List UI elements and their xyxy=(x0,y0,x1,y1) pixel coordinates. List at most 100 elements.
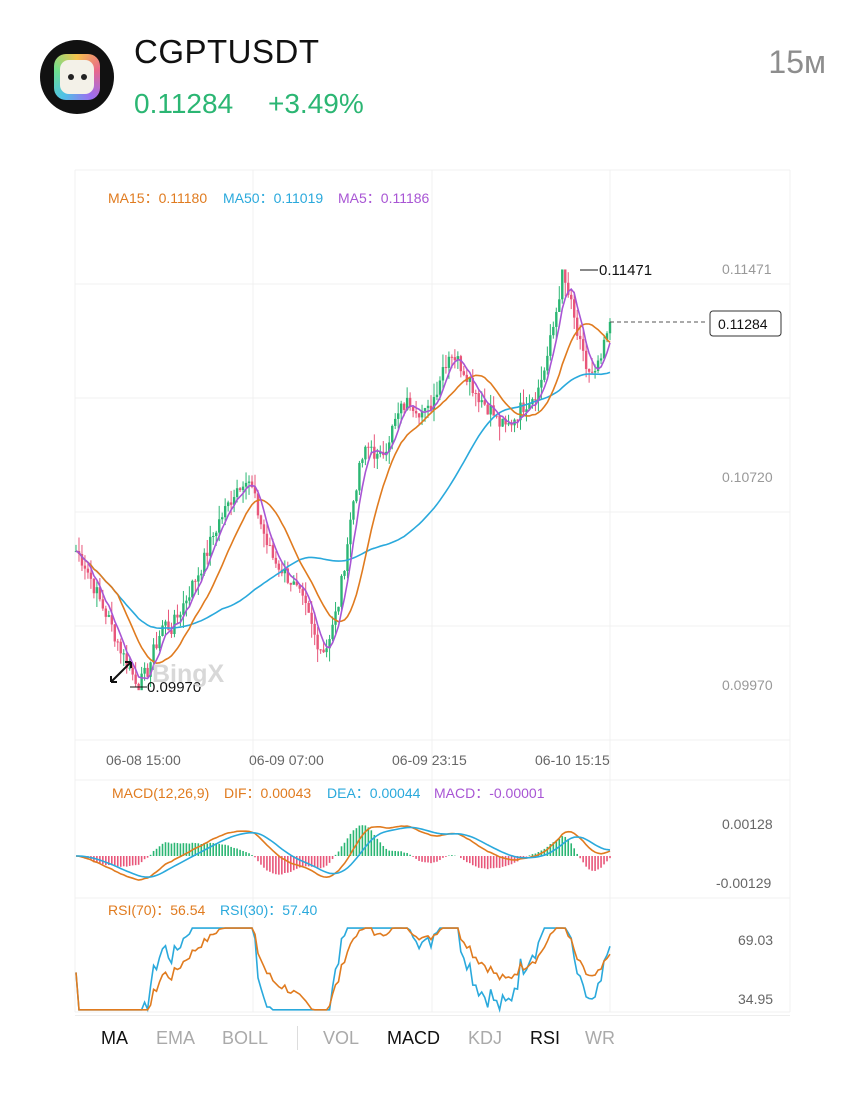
candle-body xyxy=(131,667,134,675)
candle-body xyxy=(573,299,576,318)
candle-body xyxy=(528,404,531,410)
candle-body xyxy=(340,575,343,607)
candle-body xyxy=(534,399,537,401)
candle-body xyxy=(492,405,495,416)
candle-body xyxy=(319,649,322,651)
candle-body xyxy=(209,536,212,556)
rsi-axis-top: 69.03 xyxy=(738,932,773,948)
candle-body xyxy=(567,282,570,295)
candle-body xyxy=(247,481,251,483)
candle-body xyxy=(337,606,340,612)
ma15-line xyxy=(75,323,611,665)
candle-body xyxy=(584,350,588,369)
candle-body xyxy=(420,410,424,418)
candle-body xyxy=(399,403,403,414)
indicator-tabs: MA EMA BOLL VOL MACD KDJ RSI WR xyxy=(75,1015,790,1061)
macd-dea-line xyxy=(76,826,611,878)
pair-title: CGPTUSDT xyxy=(134,33,320,70)
candle-body xyxy=(438,380,442,395)
candle-body xyxy=(459,356,463,372)
candle-body xyxy=(203,552,206,574)
tab-rsi[interactable]: RSI xyxy=(530,1028,561,1048)
candle-body xyxy=(235,488,239,498)
tab-ma[interactable]: MA xyxy=(101,1028,128,1048)
candle-body xyxy=(346,544,349,571)
candle-body xyxy=(182,603,185,615)
candle-body xyxy=(405,397,409,410)
candle-body xyxy=(89,572,93,579)
candle-body xyxy=(86,568,90,573)
candle-body xyxy=(367,446,370,448)
price-axis-label: 0.10720 xyxy=(722,469,773,485)
tab-macd[interactable]: MACD xyxy=(387,1028,440,1048)
candle-body xyxy=(570,294,573,300)
current-price-tag xyxy=(709,310,782,337)
candle-body xyxy=(215,532,218,537)
price-axis-label: 0.11471 xyxy=(722,261,772,277)
candle-body xyxy=(83,565,87,569)
time-axis-label: 06-09 23:15 xyxy=(392,752,467,768)
candle-body xyxy=(358,462,361,491)
candle-body xyxy=(95,587,99,594)
candle-body xyxy=(334,611,337,625)
macd-dif: DIF：0.00043 xyxy=(224,785,311,801)
candle-body xyxy=(558,299,561,312)
candle-body xyxy=(223,506,227,518)
tab-boll[interactable]: BOLL xyxy=(222,1028,269,1048)
candle-body xyxy=(286,568,290,583)
interval-selector[interactable]: 15м xyxy=(768,44,826,80)
candle-body xyxy=(394,418,397,426)
candle-body xyxy=(265,533,269,546)
candle-body xyxy=(402,403,406,410)
candle-body xyxy=(200,573,203,576)
macd-dif-line xyxy=(75,825,611,881)
candle-body xyxy=(316,634,319,650)
candle-body xyxy=(444,367,448,369)
candle-body xyxy=(188,597,191,601)
candle-body xyxy=(361,459,364,463)
candle-body xyxy=(155,644,158,649)
candle-body xyxy=(277,563,281,570)
candle-body xyxy=(516,419,519,421)
candle-body xyxy=(80,554,84,566)
candle-body xyxy=(310,612,313,624)
candle-body xyxy=(388,442,391,452)
candle-body xyxy=(241,486,245,491)
candle-body xyxy=(477,393,480,403)
candle-body xyxy=(197,575,200,582)
candle-body xyxy=(450,356,454,358)
expand-icon[interactable] xyxy=(110,661,132,683)
price-change: +3.49% xyxy=(268,88,364,119)
candle-body xyxy=(396,413,400,419)
candle-body xyxy=(170,630,173,635)
tab-vol[interactable]: VOL xyxy=(323,1028,360,1048)
candle-body xyxy=(98,587,102,600)
candle-body xyxy=(370,446,373,448)
watermark: BingX xyxy=(152,660,225,688)
tab-wr[interactable]: WR xyxy=(585,1028,615,1048)
candle-body xyxy=(474,393,477,395)
candle-body xyxy=(555,311,558,327)
candle-body xyxy=(504,418,507,425)
candle-body xyxy=(232,497,236,505)
candle-body xyxy=(268,545,272,547)
candle-body xyxy=(134,674,137,684)
candle-body xyxy=(101,599,105,609)
tab-ema[interactable]: EMA xyxy=(156,1028,196,1048)
candle-body xyxy=(364,446,367,460)
candle-body xyxy=(229,502,233,505)
candle-body xyxy=(92,578,96,594)
candle-body xyxy=(435,394,439,398)
tab-kdj[interactable]: KDJ xyxy=(468,1028,503,1048)
rsi30-label: RSI(30)：57.40 xyxy=(220,902,317,918)
ma-legend-ma50: MA50：0.11019 xyxy=(223,190,323,206)
macd-title: MACD(12,26,9) xyxy=(112,785,209,801)
candle-body xyxy=(441,367,445,381)
candle-body xyxy=(253,487,257,494)
high-marker-label: 0.11471 xyxy=(599,262,652,279)
candle-body xyxy=(298,585,301,589)
candle-body xyxy=(256,493,260,516)
candle-body xyxy=(307,603,310,613)
candle-body xyxy=(217,519,221,533)
